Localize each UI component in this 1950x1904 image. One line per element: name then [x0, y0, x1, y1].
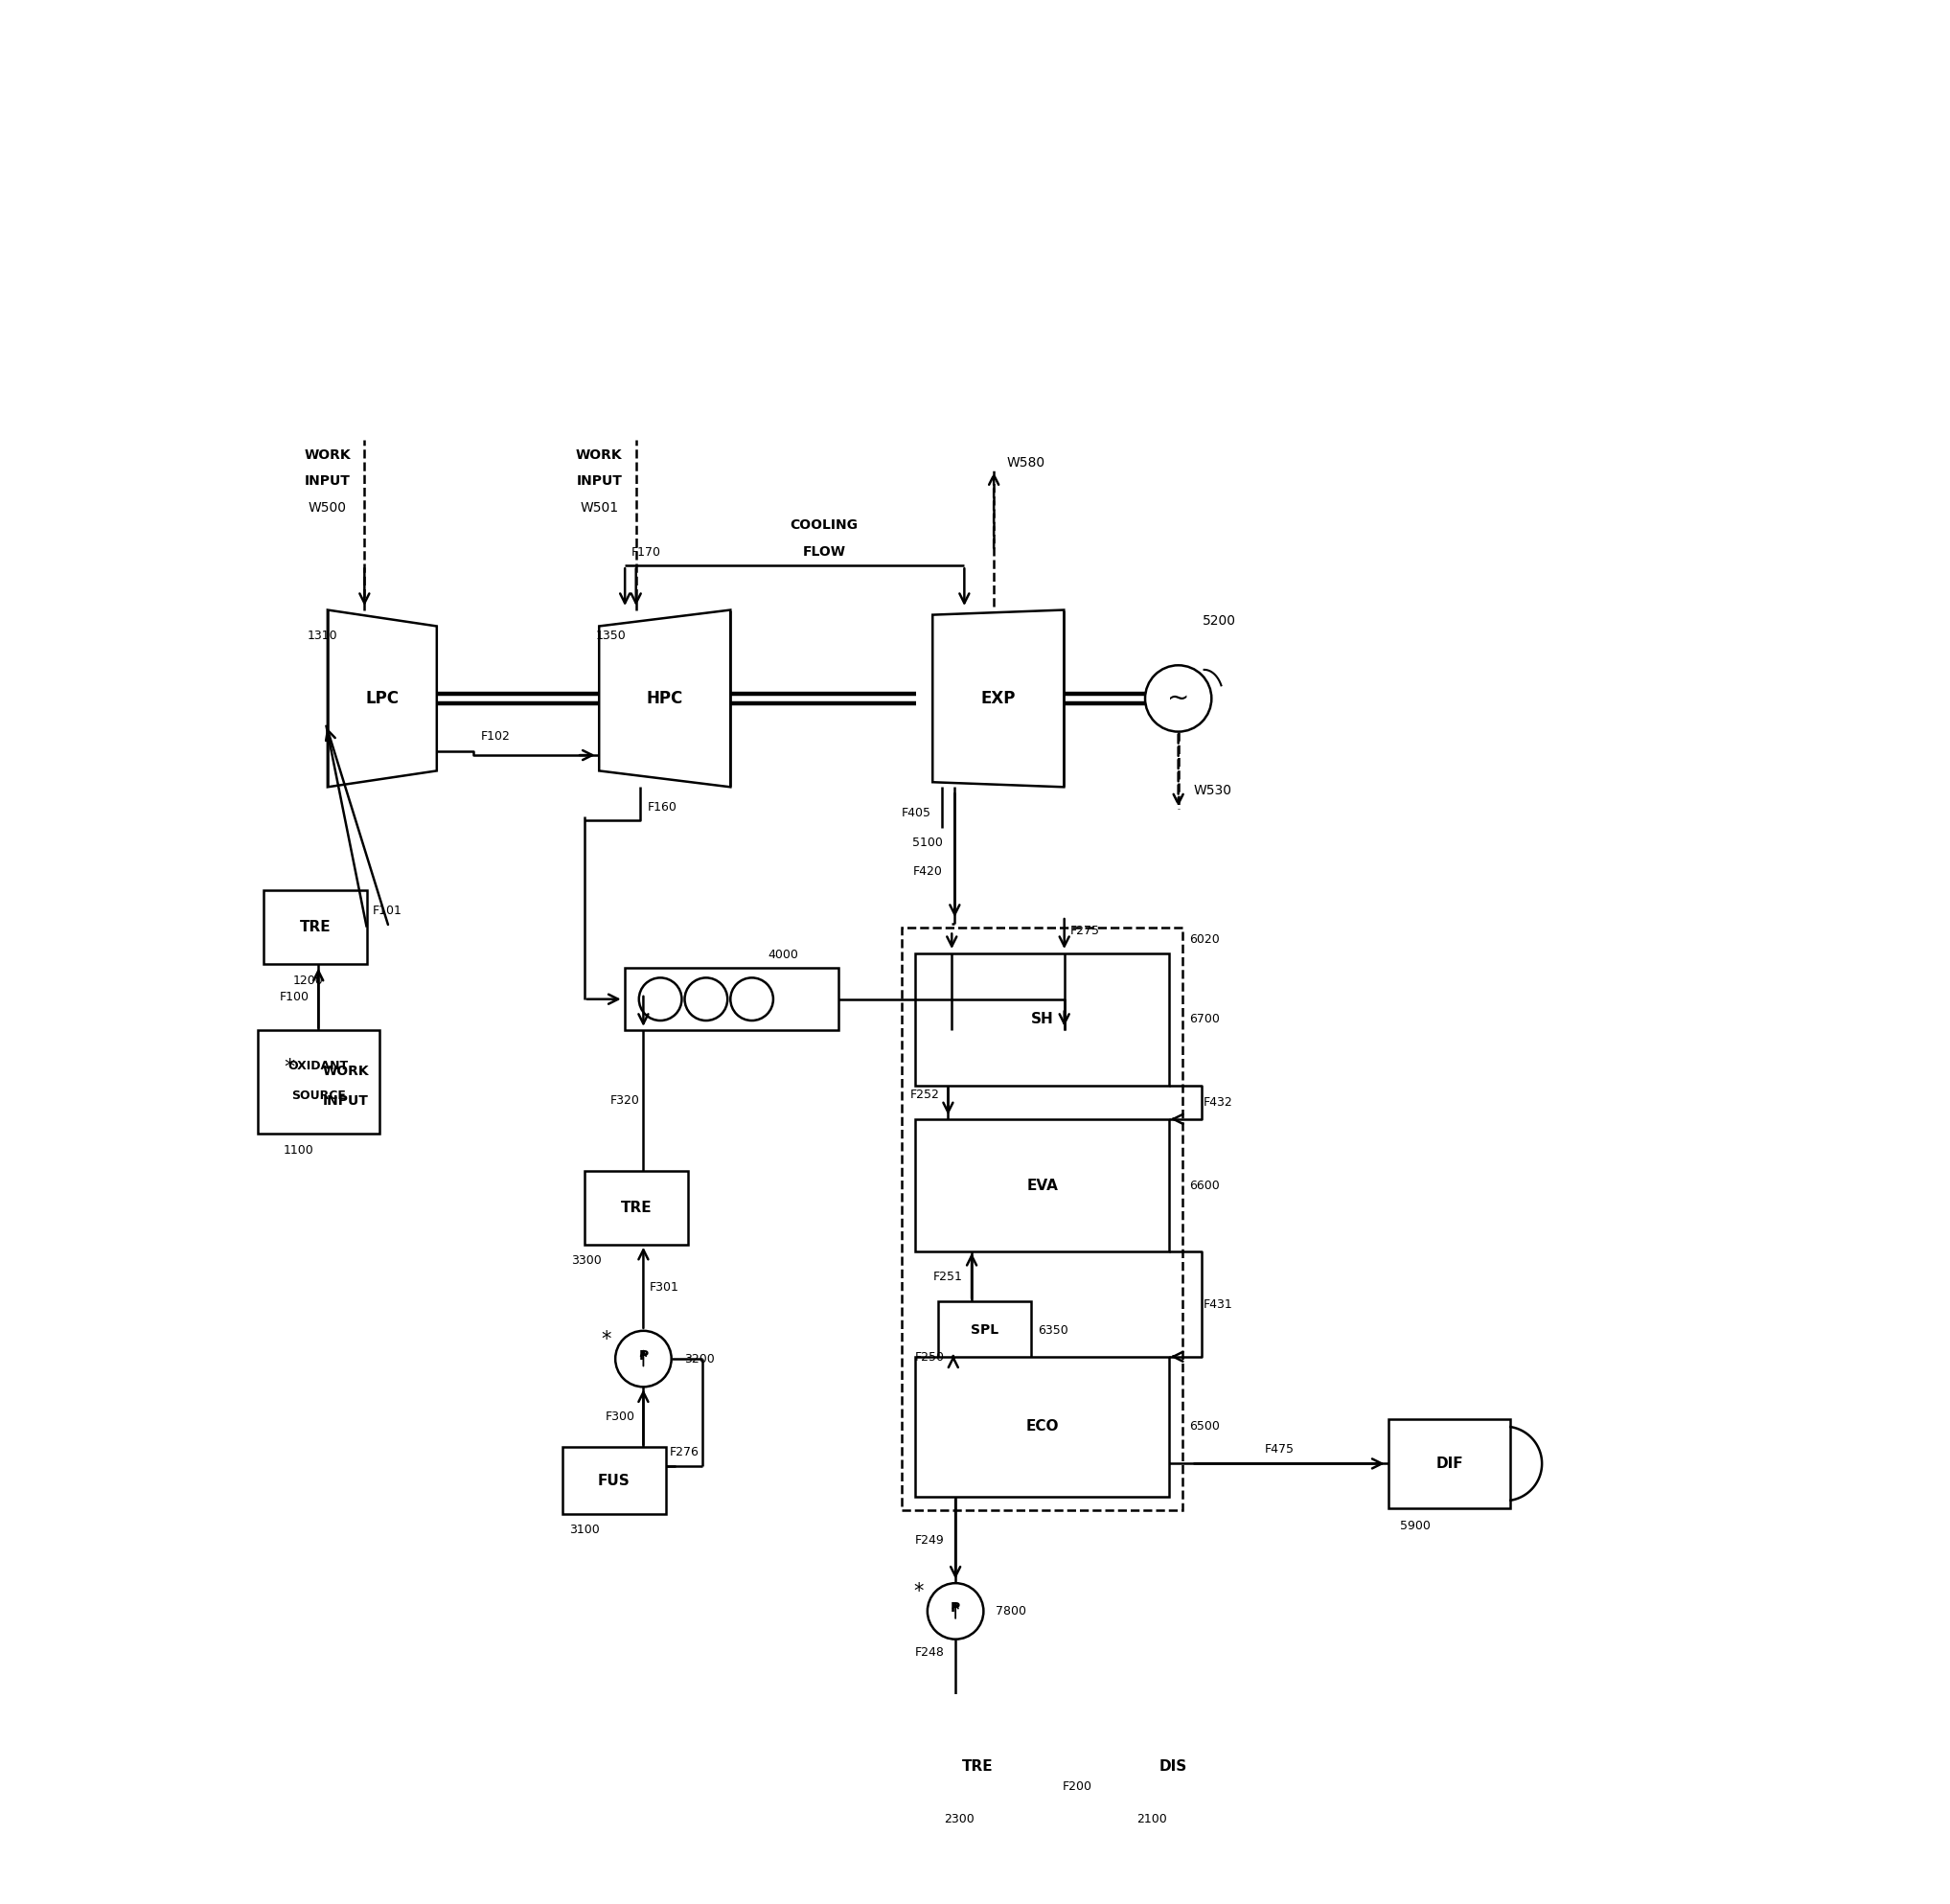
Circle shape	[640, 979, 682, 1021]
Text: F301: F301	[649, 1281, 679, 1295]
Bar	[263, 891, 367, 963]
Text: WORK: WORK	[575, 447, 622, 461]
Text: F248: F248	[915, 1647, 944, 1658]
Polygon shape	[599, 609, 731, 786]
Text: F160: F160	[647, 802, 677, 813]
Text: F276: F276	[669, 1447, 698, 1458]
Bar	[624, 967, 838, 1030]
Text: P: P	[950, 1601, 961, 1615]
Text: F405: F405	[901, 807, 932, 819]
Text: 4000: 4000	[768, 948, 800, 962]
Text: F170: F170	[632, 546, 661, 558]
Text: F420: F420	[913, 866, 942, 878]
Text: F432: F432	[1203, 1097, 1232, 1108]
Text: F200: F200	[1063, 1780, 1092, 1794]
Text: FUS: FUS	[599, 1474, 630, 1487]
Text: TRE: TRE	[300, 920, 332, 935]
Text: 5900: 5900	[1400, 1519, 1429, 1533]
Bar	[1388, 1418, 1511, 1508]
Text: INPUT: INPUT	[322, 1095, 369, 1108]
Circle shape	[928, 1582, 983, 1639]
Text: INPUT: INPUT	[304, 474, 351, 487]
Text: F475: F475	[1264, 1443, 1295, 1455]
Circle shape	[684, 979, 727, 1021]
Text: F250: F250	[915, 1352, 944, 1363]
Text: LPC: LPC	[365, 689, 400, 706]
Text: P: P	[638, 1350, 647, 1363]
Text: F300: F300	[604, 1411, 634, 1424]
Text: W501: W501	[579, 501, 618, 514]
Text: F431: F431	[1203, 1299, 1232, 1310]
Text: F249: F249	[915, 1535, 944, 1546]
Text: 6500: 6500	[1190, 1420, 1221, 1434]
Text: 6020: 6020	[1190, 933, 1221, 946]
Text: 1310: 1310	[308, 630, 337, 642]
Text: F275: F275	[1071, 925, 1100, 937]
Text: EXP: EXP	[981, 689, 1016, 706]
Text: WORK: WORK	[304, 447, 351, 461]
Text: FLOW: FLOW	[803, 546, 846, 560]
Text: SPL: SPL	[971, 1323, 998, 1337]
Text: W580: W580	[1006, 455, 1045, 468]
Text: OXIDANT: OXIDANT	[289, 1061, 349, 1072]
Circle shape	[731, 979, 774, 1021]
Text: COOLING: COOLING	[790, 518, 858, 531]
Text: F100: F100	[281, 992, 310, 1003]
Text: INPUT: INPUT	[575, 474, 622, 487]
Text: *: *	[915, 1582, 924, 1601]
Text: 3200: 3200	[684, 1352, 714, 1365]
Bar	[1125, 1729, 1221, 1803]
Text: SH: SH	[1032, 1013, 1053, 1026]
Text: F251: F251	[934, 1270, 963, 1283]
Text: F320: F320	[610, 1095, 640, 1106]
Text: TRE: TRE	[620, 1200, 651, 1215]
Text: 5200: 5200	[1201, 615, 1236, 628]
Text: 1350: 1350	[595, 630, 626, 642]
Text: 3100: 3100	[569, 1523, 601, 1537]
Text: TRE: TRE	[961, 1759, 993, 1773]
Circle shape	[1145, 664, 1211, 731]
Text: ECO: ECO	[1026, 1420, 1059, 1434]
Text: DIF: DIF	[1435, 1457, 1462, 1470]
Polygon shape	[932, 609, 1065, 786]
Text: 6350: 6350	[1037, 1323, 1069, 1337]
Bar	[901, 927, 1182, 1510]
Bar	[926, 1729, 1030, 1803]
Text: 1100: 1100	[283, 1144, 314, 1156]
Text: 7800: 7800	[996, 1605, 1028, 1616]
Text: SOURCE: SOURCE	[291, 1089, 345, 1102]
Text: *: *	[285, 1059, 294, 1078]
Bar	[915, 954, 1170, 1085]
Text: 2100: 2100	[1137, 1813, 1166, 1826]
Bar	[915, 1358, 1170, 1497]
Text: W530: W530	[1193, 784, 1230, 798]
Bar	[257, 1030, 378, 1133]
Bar	[562, 1447, 665, 1514]
Text: 3300: 3300	[571, 1255, 601, 1266]
Polygon shape	[328, 609, 437, 786]
Text: W500: W500	[308, 501, 347, 514]
Text: EVA: EVA	[1026, 1179, 1059, 1192]
Text: 5100: 5100	[913, 836, 944, 849]
Text: ~: ~	[1168, 685, 1190, 712]
Circle shape	[616, 1331, 671, 1386]
Text: *: *	[601, 1329, 612, 1348]
Text: 1200: 1200	[292, 975, 324, 986]
Text: 2300: 2300	[944, 1813, 975, 1826]
Bar	[915, 1120, 1170, 1251]
Text: HPC: HPC	[647, 689, 682, 706]
Text: WORK: WORK	[322, 1064, 369, 1078]
Bar	[585, 1171, 688, 1245]
Text: 6600: 6600	[1190, 1179, 1221, 1192]
Text: F102: F102	[482, 731, 511, 743]
Text: F101: F101	[372, 904, 402, 918]
Text: DIS: DIS	[1158, 1759, 1188, 1773]
Text: 6700: 6700	[1190, 1013, 1221, 1026]
Bar	[938, 1300, 1032, 1359]
Text: F252: F252	[911, 1089, 940, 1101]
